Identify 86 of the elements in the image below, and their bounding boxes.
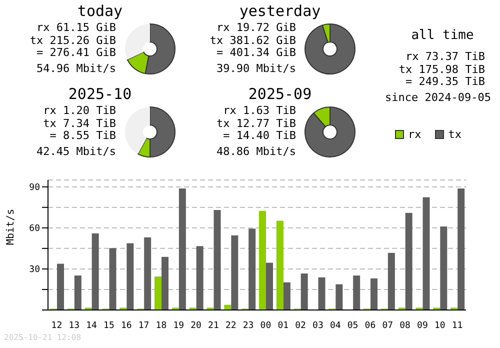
bar [144, 237, 152, 310]
bar [440, 226, 448, 310]
x-tick-label: 14 [86, 321, 97, 331]
y-axis-title: Mbit/s [6, 208, 17, 245]
y-tick-label: 90 [29, 183, 40, 194]
text: 39.90 Mbit/s [216, 62, 296, 75]
x-tick-label: 17 [138, 321, 150, 331]
bar [57, 264, 64, 310]
donut-slice [125, 107, 150, 154]
donut-slice [304, 106, 356, 158]
chart-title: 2025-10 [67, 85, 133, 103]
text: 54.96 Mbit/s [36, 62, 116, 75]
x-tick-label: 01 [278, 321, 289, 331]
text: all time [410, 28, 475, 43]
x-tick-label: 21 [208, 321, 219, 331]
text: = 8.55 TiB [48, 129, 116, 142]
chart-title: yesterday [238, 2, 322, 20]
x-tick-label: 05 [347, 321, 358, 331]
text: tx 7.34 TiB [42, 116, 116, 130]
bar [214, 210, 221, 310]
bar [388, 252, 395, 310]
x-tick-label: 07 [382, 321, 394, 331]
text: rx 73.37 TiB [404, 50, 485, 64]
bar [154, 276, 162, 310]
x-tick-label: 08 [400, 321, 410, 331]
bar [92, 233, 99, 310]
text: since 2024-09-05 [385, 90, 491, 104]
bar [283, 282, 290, 310]
text: tx 175.98 TiB [398, 62, 485, 76]
x-tick-label: 23 [242, 321, 254, 331]
x-tick-label: 22 [225, 321, 236, 331]
text: tx 381.62 GiB [208, 34, 296, 47]
text: = 14.40 TiB [222, 129, 296, 142]
bar [178, 188, 186, 310]
chart-title: today [76, 2, 124, 20]
x-tick-label: 19 [173, 321, 184, 331]
text: rx 1.20 TiB [42, 104, 116, 118]
text: = 401.34 GiB [216, 46, 296, 60]
x-tick-label: 04 [330, 321, 341, 331]
x-tick-label: 09 [417, 321, 428, 331]
bar [336, 284, 343, 310]
donut-slice [125, 24, 150, 60]
x-tick-label: 06 [364, 321, 376, 331]
bar [162, 256, 168, 310]
bar [74, 276, 82, 310]
y-tick-label: 30 [29, 265, 40, 276]
x-tick-label: 02 [295, 321, 306, 331]
bar [259, 210, 266, 310]
x-tick-label: 18 [156, 321, 167, 331]
x-tick-label: 11 [452, 321, 463, 331]
donut-slice [304, 24, 356, 74]
bar [196, 246, 204, 310]
text: rx 1.63 TiB [222, 104, 296, 118]
bar [248, 228, 256, 310]
legend-label: rx [408, 128, 422, 141]
x-tick-label: 16 [120, 321, 132, 331]
x-tick-label: 12 [51, 321, 62, 331]
x-tick-label: 10 [434, 321, 446, 331]
x-tick-label: 20 [190, 321, 202, 331]
bar [231, 235, 238, 310]
bar [318, 277, 326, 310]
bar [370, 278, 378, 310]
text: tx 215.26 GiB [28, 34, 116, 47]
bar [405, 212, 412, 310]
bar [109, 248, 116, 310]
text: = 276.41 GiB [36, 46, 116, 60]
text: 48.86 Mbit/s [216, 144, 296, 158]
x-tick-label: 15 [104, 321, 114, 331]
y-tick-label: 60 [29, 224, 40, 234]
x-tick-label: 03 [312, 321, 324, 331]
text: tx 12.77 TiB [216, 116, 296, 130]
legend-label: tx [448, 128, 462, 141]
text: rx 19.72 GiB [216, 21, 296, 34]
x-tick-label: 00 [260, 321, 272, 331]
text: = 249.35 TiB [404, 75, 485, 88]
bar [276, 220, 284, 310]
bar [300, 273, 308, 310]
text: 42.45 Mbit/s [36, 144, 116, 158]
text: rx 61.15 GiB [36, 21, 116, 34]
bar [458, 188, 465, 310]
chart-title: 2025-09 [247, 85, 313, 103]
bar [266, 262, 273, 310]
x-tick-label: 13 [68, 321, 80, 331]
bar [353, 276, 360, 310]
bar [126, 243, 134, 310]
bar [422, 197, 430, 310]
